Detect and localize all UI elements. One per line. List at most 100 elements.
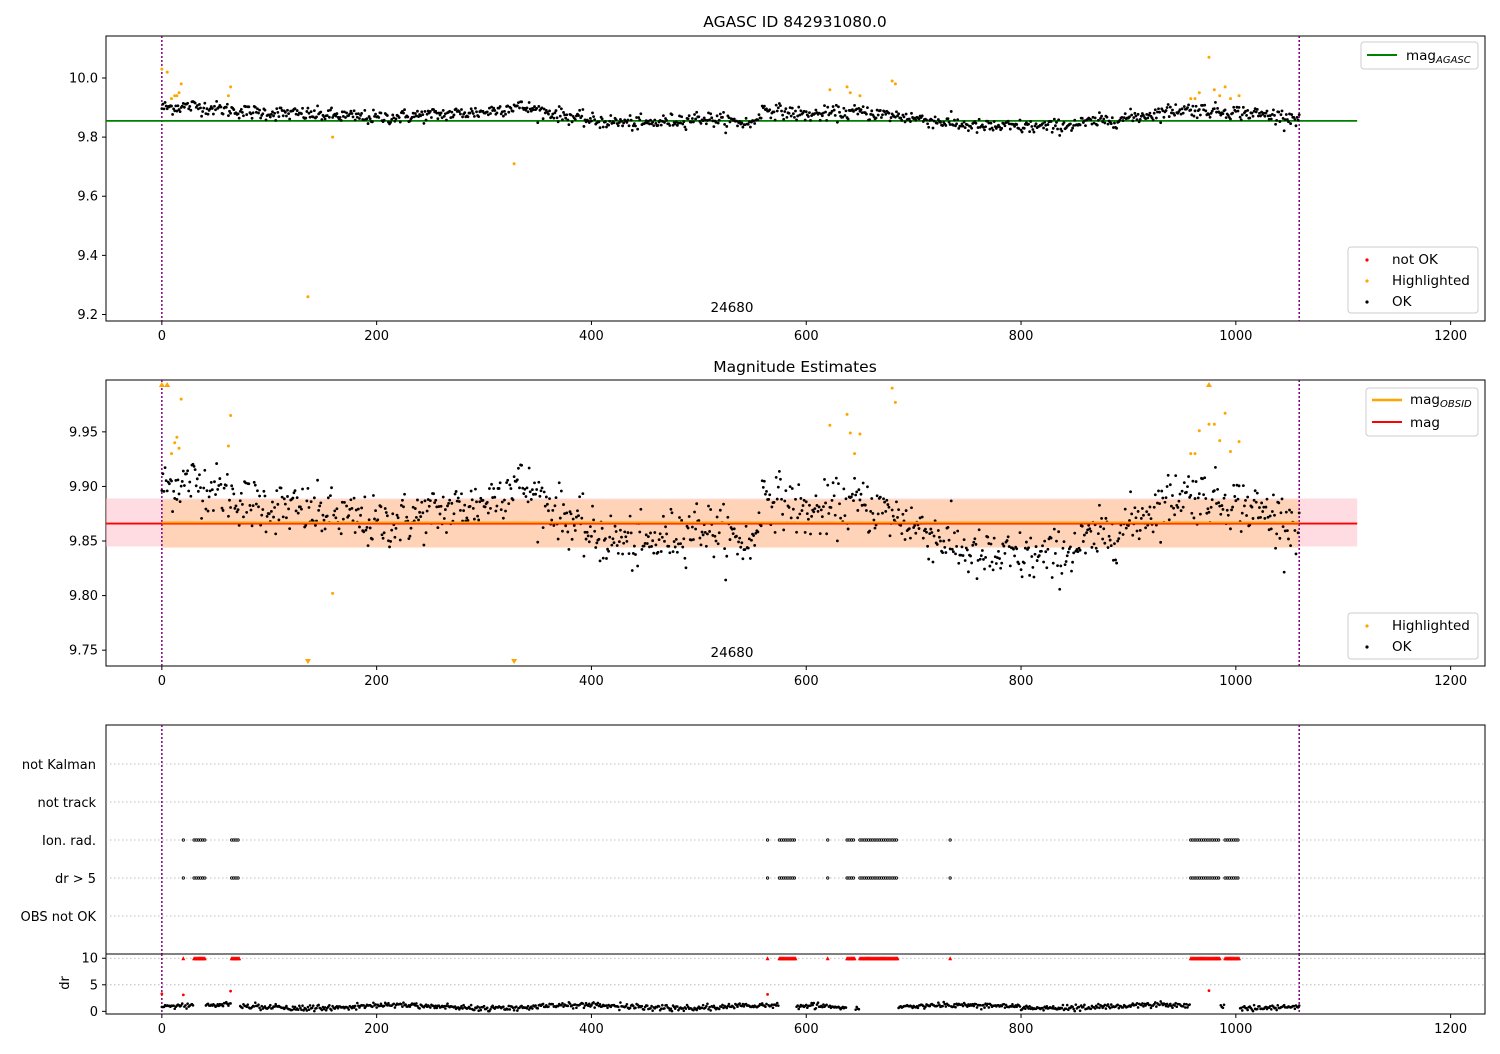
ok-point [917, 117, 921, 121]
ok-point [718, 112, 722, 116]
x-tick-label: 1000 [1219, 329, 1252, 344]
ok-point [839, 516, 843, 520]
ok-point [842, 487, 846, 491]
ok-point [1132, 116, 1136, 120]
ok-point [214, 493, 217, 496]
dr-notok-point [766, 992, 769, 996]
ok-point [782, 117, 786, 121]
ok-point [1106, 122, 1110, 126]
ok-point [577, 114, 580, 117]
ok-point [547, 112, 550, 116]
ok-point [597, 537, 601, 541]
ok-point [770, 505, 774, 509]
ok-point [1163, 500, 1167, 504]
ok-point [704, 122, 708, 126]
ok-point [1033, 124, 1037, 128]
ok-point [271, 110, 274, 114]
ok-point [1089, 118, 1093, 122]
ok-point [661, 514, 665, 518]
ok-point [372, 494, 375, 497]
ok-point [832, 494, 836, 498]
dr-point [649, 1007, 652, 1010]
ok-point [609, 514, 613, 518]
ok-point [831, 105, 835, 108]
ok-point [769, 116, 773, 120]
ok-point [975, 131, 979, 134]
x-tick-label: 200 [364, 674, 389, 689]
ok-point [1129, 107, 1132, 111]
ok-point [1061, 546, 1065, 550]
ok-point [777, 469, 781, 473]
ok-point [323, 117, 327, 121]
ok-point [215, 99, 219, 103]
ok-point [501, 516, 505, 520]
ok-point [977, 117, 981, 121]
ok-point [1248, 116, 1252, 120]
ok-point [813, 507, 817, 511]
ok-point [1076, 550, 1080, 554]
ok-point [475, 110, 478, 114]
dr-point [736, 1005, 739, 1009]
ok-point [1030, 555, 1034, 558]
ok-point [900, 118, 904, 122]
dr-point [1276, 1003, 1280, 1007]
ok-point [558, 114, 562, 118]
ok-point [1261, 510, 1265, 513]
ok-point [1256, 516, 1260, 520]
ok-point [527, 466, 531, 470]
dr-point [770, 1003, 774, 1007]
ok-point [620, 119, 623, 123]
ok-point [846, 117, 850, 121]
ok-point [443, 508, 447, 511]
ok-point [855, 107, 859, 111]
ok-point [1270, 510, 1274, 513]
ok-point [1045, 128, 1049, 131]
ok-point [928, 532, 932, 536]
ok-point [251, 111, 255, 115]
x-tick-label: 200 [364, 329, 389, 344]
ok-point [1193, 497, 1197, 500]
ok-point [1288, 508, 1291, 512]
dr-point [387, 1001, 390, 1005]
ok-point [630, 128, 634, 132]
ok-point [1258, 506, 1261, 509]
dr-point [922, 1004, 925, 1008]
ok-point [425, 112, 429, 116]
ok-point [1150, 116, 1154, 120]
ok-point [633, 122, 636, 126]
ok-point [509, 487, 513, 490]
ok-point [1235, 483, 1239, 487]
obsid-annotation: 24680 [711, 645, 754, 661]
ok-point [988, 564, 992, 568]
ok-point [744, 116, 748, 120]
ok-point [276, 502, 280, 506]
dr-point [1051, 1005, 1055, 1008]
flag-marker [203, 876, 207, 880]
dr-point [456, 1006, 460, 1009]
ok-point [872, 115, 876, 119]
ok-point [463, 503, 467, 507]
ok-point [1083, 533, 1086, 537]
ok-point [1041, 122, 1044, 126]
ok-point [925, 118, 928, 122]
dr-point [1073, 1009, 1077, 1013]
ok-point [335, 507, 339, 511]
ok-point [814, 108, 818, 112]
ok-point [360, 506, 364, 510]
x-tick-label: 0 [158, 329, 166, 344]
ok-point [408, 119, 412, 123]
dr-point [571, 1007, 575, 1010]
ok-point [610, 543, 614, 547]
dr-point [173, 1007, 177, 1011]
ok-point [379, 111, 383, 115]
ok-point [434, 498, 438, 502]
ok-point [1285, 118, 1289, 121]
ok-point [1100, 114, 1103, 118]
dr-point [974, 1002, 978, 1006]
ok-point [1012, 547, 1015, 551]
ok-point [668, 124, 672, 127]
ok-point [789, 516, 793, 520]
ok-point [567, 547, 571, 551]
ok-point [622, 541, 626, 545]
dr-point [291, 1005, 295, 1008]
